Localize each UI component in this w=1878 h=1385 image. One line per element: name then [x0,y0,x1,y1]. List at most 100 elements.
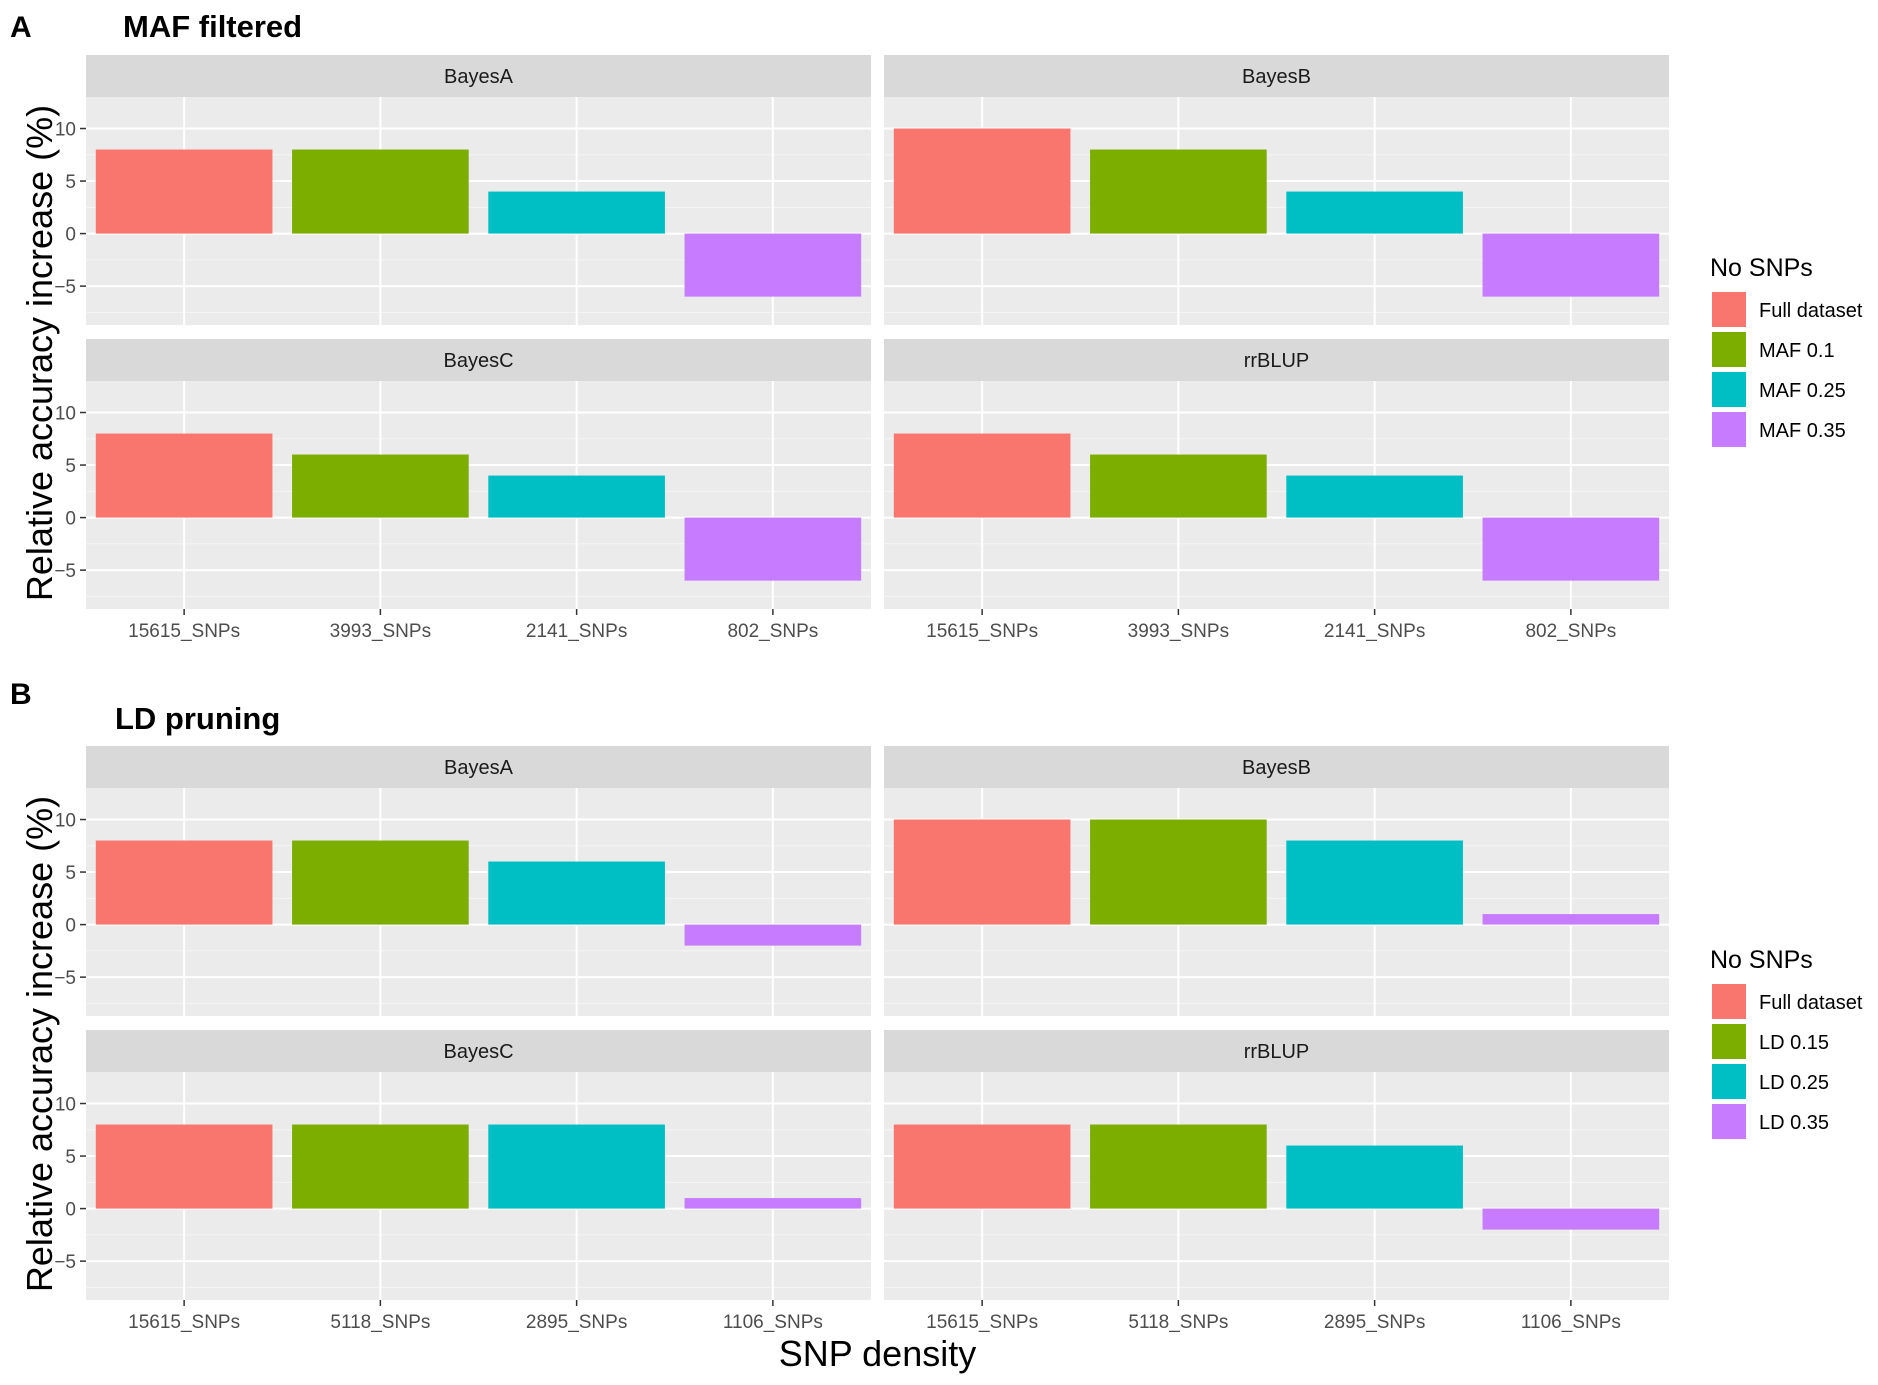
facet-strip-label: rrBLUP [1244,350,1310,372]
panel-b: BLD pruningBayesA−50510BayesBBayesC−5051… [10,678,1863,1374]
panel-a: A MAF filtered BayesA −5 0 5 10 BayesB BayesC −5 0… [10,9,1863,642]
y-axis-label: Relative accuracy increase (%) [19,796,60,1292]
bar-rrblup-2141_SNPs [1286,475,1463,518]
x-tick-label: 2895_SNPs [1324,1312,1425,1333]
legend-swatch [1712,1064,1746,1099]
facet-strip [884,55,1669,97]
y-tick-label: 10 [55,120,76,141]
x-tick-label: 1106_SNPs [723,1312,823,1333]
facet-strip [884,1030,1669,1072]
y-tick-label: 0 [65,916,76,937]
facet-strip [86,1030,871,1072]
y-tick-label: 5 [65,456,76,477]
x-tick-label: 2141_SNPs [526,621,627,642]
y-tick-label: 5 [65,172,76,193]
bar-bayesa-3993_SNPs [292,149,469,234]
panel-title: MAF filtered [123,9,302,44]
bar-bayesb-15615_SNPs [893,128,1071,234]
bar-bayesc-3993_SNPs [292,454,469,518]
bar-bayesa-15615_SNPs [95,149,273,234]
x-tick-label: 3993_SNPs [330,621,431,642]
bar-bayesb-2895_SNPs [1286,840,1463,925]
facet-bayesb: BayesB [884,55,1669,325]
bar-bayesb-3993_SNPs [1090,149,1267,234]
bar-bayesb-2141_SNPs [1286,191,1463,234]
x-tick-label: 802_SNPs [727,621,818,642]
panel-letter: B [10,678,32,711]
legend-swatch [1712,372,1746,407]
legend-label: MAF 0.35 [1759,420,1846,442]
y-tick-label: 5 [65,1147,76,1168]
facet-strip-label: BayesB [1242,66,1311,88]
bar-bayesc-1106_SNPs [684,1198,862,1209]
y-tick-label: 5 [65,863,76,884]
bar-rrblup-802_SNPs [1482,517,1660,581]
bar-rrblup-1106_SNPs [1482,1208,1660,1230]
facet-strip-label: BayesA [444,66,514,88]
figure-root: A MAF filtered BayesA −5 0 5 10 BayesB BayesC −5 0… [10,9,1863,1374]
facet-strip-label: BayesA [444,757,514,779]
y-tick-label: −5 [54,561,76,582]
legend-label: LD 0.25 [1759,1072,1829,1094]
x-tick-label: 15615_SNPs [128,621,240,642]
bar-bayesc-15615_SNPs [95,1124,273,1209]
x-tick-label: 802_SNPs [1525,621,1616,642]
legend: No SNPs Full dataset MAF 0.1 MAF 0.25 MAF 0.… [1710,254,1863,447]
legend-label: LD 0.15 [1759,1032,1829,1054]
legend-swatch [1712,1024,1746,1059]
x-axis-label: SNP density [779,1333,976,1374]
legend-swatch [1712,984,1746,1019]
panel-letter: A [10,11,32,44]
y-tick-label: −5 [54,968,76,989]
legend: No SNPs Full dataset LD 0.15 LD 0.25 LD 0.35 [1710,946,1863,1139]
y-tick-label: −5 [54,1252,76,1273]
facet-bayesb: BayesB [884,746,1669,1016]
legend-label: LD 0.35 [1759,1112,1829,1134]
facet-strip [86,746,871,788]
x-tick-label: 3993_SNPs [1128,621,1229,642]
bar-rrblup-2895_SNPs [1286,1145,1463,1209]
facet-rrblup: rrBLUP 15615_SNPs 5118_SNPs 2895_SNPs 1106_S… [884,1030,1669,1333]
x-tick-label: 2895_SNPs [526,1312,627,1333]
facet-strip [884,339,1669,381]
bar-bayesa-2141_SNPs [488,191,665,234]
bar-bayesa-802_SNPs [684,233,862,297]
bar-bayesc-5118_SNPs [292,1124,469,1209]
bar-rrblup-15615_SNPs [893,1124,1071,1209]
bar-bayesb-1106_SNPs [1482,914,1660,925]
y-tick-label: 0 [65,225,76,246]
facet-bayesc: BayesC −5 0 5 10 15615_SNPs 3993_SNPs 2141_SNPs… [54,339,871,642]
facet-bayesa: BayesA −5 0 5 10 [54,746,871,1016]
y-tick-label: 10 [55,811,76,832]
bar-bayesc-2895_SNPs [488,1124,665,1209]
facet-bayesc: BayesC −5 0 5 10 15615_SNPs 5118_SNPs 2895_SNPs… [54,1030,871,1333]
legend-title: No SNPs [1710,254,1813,282]
bar-bayesc-2141_SNPs [488,475,665,518]
x-tick-label: 5118_SNPs [1128,1312,1228,1333]
facet-bayesa: BayesA −5 0 5 10 [54,55,871,325]
y-tick-label: 0 [65,509,76,530]
facet-strip [884,746,1669,788]
legend-swatch [1712,292,1746,327]
y-tick-label: 0 [65,1200,76,1221]
y-tick-label: 10 [55,1095,76,1116]
bar-bayesa-2895_SNPs [488,861,665,925]
panel-title: LD pruning [115,701,280,736]
bar-rrblup-5118_SNPs [1090,1124,1267,1209]
bar-bayesb-802_SNPs [1482,233,1660,297]
legend-title: No SNPs [1710,946,1813,974]
facet-strip-label: BayesC [443,1041,513,1063]
bar-bayesa-5118_SNPs [292,840,469,925]
x-tick-label: 1106_SNPs [1521,1312,1621,1333]
legend-label: Full dataset [1759,300,1863,322]
y-tick-label: −5 [54,277,76,298]
x-tick-label: 2141_SNPs [1324,621,1425,642]
x-tick-label: 5118_SNPs [330,1312,430,1333]
x-tick-label: 15615_SNPs [128,1312,240,1333]
facet-strip [86,339,871,381]
bar-bayesc-802_SNPs [684,517,862,581]
legend-swatch [1712,412,1746,447]
bar-bayesa-1106_SNPs [684,924,862,946]
